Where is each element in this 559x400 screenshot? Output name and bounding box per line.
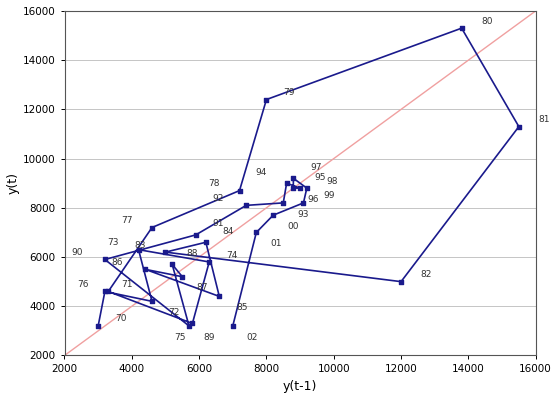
Point <box>101 256 110 263</box>
Text: 72: 72 <box>169 308 180 317</box>
Point <box>141 266 150 272</box>
Text: 74: 74 <box>226 250 237 260</box>
Point <box>161 249 170 255</box>
Point <box>289 175 298 182</box>
Text: 78: 78 <box>209 179 220 188</box>
Text: 79: 79 <box>283 88 295 97</box>
Point <box>94 323 103 329</box>
Point <box>101 288 110 295</box>
Text: 02: 02 <box>247 332 258 342</box>
Text: 97: 97 <box>310 163 321 172</box>
Text: 99: 99 <box>323 192 334 200</box>
Text: 82: 82 <box>420 270 432 279</box>
Point <box>201 239 210 246</box>
Point <box>457 25 466 31</box>
Text: 86: 86 <box>112 258 123 267</box>
Point <box>252 229 261 236</box>
Point <box>188 320 197 327</box>
Point <box>148 298 157 304</box>
Point <box>296 185 305 191</box>
Y-axis label: y(t): y(t) <box>7 172 20 194</box>
Text: 84: 84 <box>222 227 234 236</box>
Text: 85: 85 <box>236 303 248 312</box>
Text: 73: 73 <box>107 238 119 247</box>
Point <box>282 180 291 186</box>
Text: 01: 01 <box>270 239 282 248</box>
Text: 94: 94 <box>256 168 267 176</box>
Point <box>514 124 523 130</box>
Point <box>191 232 200 238</box>
Text: 87: 87 <box>196 283 208 292</box>
Point <box>279 200 288 206</box>
Point <box>205 259 214 265</box>
Text: 70: 70 <box>115 314 126 324</box>
Point <box>262 96 271 103</box>
Text: 76: 76 <box>77 280 89 289</box>
Text: 00: 00 <box>287 222 299 231</box>
Text: 92: 92 <box>212 194 224 203</box>
Point <box>242 202 251 208</box>
Point <box>184 323 193 329</box>
Point <box>302 185 311 191</box>
Text: 98: 98 <box>326 177 338 186</box>
Point <box>228 323 237 329</box>
Point <box>215 293 224 300</box>
Text: 95: 95 <box>314 172 325 182</box>
Text: 89: 89 <box>203 332 215 342</box>
Text: 88: 88 <box>186 249 197 258</box>
Text: 93: 93 <box>297 210 309 218</box>
Point <box>168 261 177 268</box>
Point <box>178 274 187 280</box>
Point <box>289 185 298 191</box>
Text: 80: 80 <box>481 17 492 26</box>
X-axis label: y(t-1): y(t-1) <box>283 380 318 393</box>
Point <box>235 187 244 194</box>
Text: 75: 75 <box>174 333 186 342</box>
Text: 77: 77 <box>121 216 132 225</box>
Text: 83: 83 <box>135 241 146 250</box>
Point <box>134 246 143 253</box>
Text: 81: 81 <box>538 115 550 124</box>
Point <box>104 288 113 295</box>
Point <box>148 224 157 231</box>
Text: 71: 71 <box>121 280 133 289</box>
Text: 96: 96 <box>307 195 319 204</box>
Point <box>269 212 278 218</box>
Point <box>396 278 405 285</box>
Text: 91: 91 <box>212 219 224 228</box>
Point <box>299 200 308 206</box>
Text: 90: 90 <box>71 248 83 257</box>
